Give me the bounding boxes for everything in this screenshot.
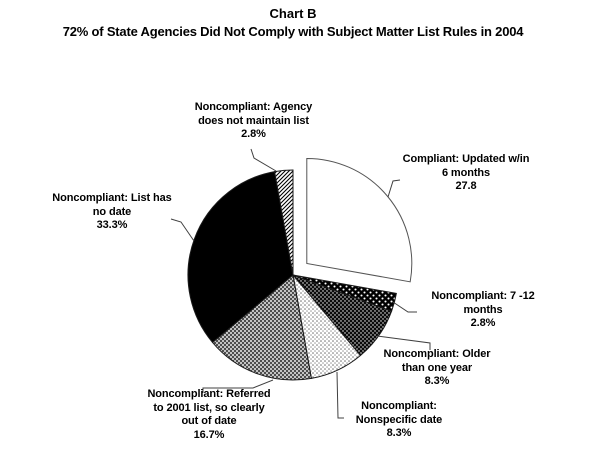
slice-value: 16.7% bbox=[193, 428, 225, 441]
slice-label-text: does not maintain list bbox=[198, 114, 309, 127]
slice-label-text: than one year bbox=[401, 361, 473, 374]
chart-title: Chart B bbox=[269, 6, 317, 21]
pie-slices-group bbox=[187, 157, 413, 381]
slice-label-text: months bbox=[463, 303, 503, 316]
slice-label-nonspecific-date: Noncompliant: Nonspecific date 8.3% bbox=[340, 400, 458, 441]
leader-line-referred-2001 bbox=[202, 379, 274, 393]
leader-line-no-list bbox=[250, 148, 277, 172]
slice-label-text: out of date bbox=[181, 415, 237, 427]
leader-line-compliant bbox=[387, 179, 401, 198]
slice-value: 2.8% bbox=[470, 317, 496, 329]
leader-line-list-no-date bbox=[170, 218, 195, 242]
slice-value: 33.3% bbox=[96, 219, 128, 231]
pie-slice-noncompliant-referred-2001-list bbox=[211, 274, 312, 381]
slice-value: 8.3% bbox=[424, 375, 450, 387]
slice-label-referred-2001: Noncompliant: Referred to 2001 list, so … bbox=[134, 388, 284, 442]
slice-label-text: Noncompliant: bbox=[361, 400, 437, 412]
pie-slice-noncompliant-no-list bbox=[274, 169, 294, 276]
slice-label-text: Noncompliant: 7 -12 bbox=[431, 290, 535, 302]
slice-label-no-list: Noncompliant: Agency does not maintain l… bbox=[186, 101, 321, 142]
slice-label-text: Noncompliant: Agency bbox=[194, 101, 313, 113]
slice-label-7-12-months: Noncompliant: 7 -12 months 2.8% bbox=[420, 290, 546, 331]
slice-label-text: Noncompliant: Referred bbox=[147, 388, 271, 400]
leader-line-nonspecific-date bbox=[336, 371, 344, 419]
slice-value: 8.3% bbox=[386, 427, 412, 439]
slice-label-text: Compliant: Updated w/in bbox=[402, 153, 530, 165]
chart-title-block: Chart B 72% of State Agencies Did Not Co… bbox=[0, 6, 586, 39]
pie-slice-compliant-updated bbox=[306, 157, 413, 283]
pie-slice-noncompliant-list-no-date bbox=[187, 171, 294, 344]
slice-value: 27.8 bbox=[455, 180, 477, 192]
slice-label-text: no date bbox=[92, 205, 132, 218]
slice-label-list-no-date: Noncompliant: List has no date 33.3% bbox=[42, 192, 182, 233]
slice-label-compliant: Compliant: Updated w/in 6 months 27.8 bbox=[394, 153, 538, 194]
slice-label-text: Nonspecific date bbox=[355, 413, 443, 426]
slice-label-older-than-one-year: Noncompliant: Older than one year 8.3% bbox=[372, 348, 502, 389]
slice-value: 2.8% bbox=[241, 128, 266, 140]
chart-subtitle: 72% of State Agencies Did Not Comply wit… bbox=[62, 24, 524, 39]
slice-label-text: to 2001 list, so clearly bbox=[153, 401, 265, 414]
slice-label-text: Noncompliant: List has bbox=[52, 192, 172, 204]
leader-line-7-12-months bbox=[392, 301, 417, 313]
leader-lines-group bbox=[170, 148, 431, 419]
slice-label-text: 6 months bbox=[441, 166, 491, 179]
leader-line-older-than-one-year bbox=[376, 335, 431, 350]
slice-label-text: Noncompliant: Older bbox=[383, 348, 491, 360]
